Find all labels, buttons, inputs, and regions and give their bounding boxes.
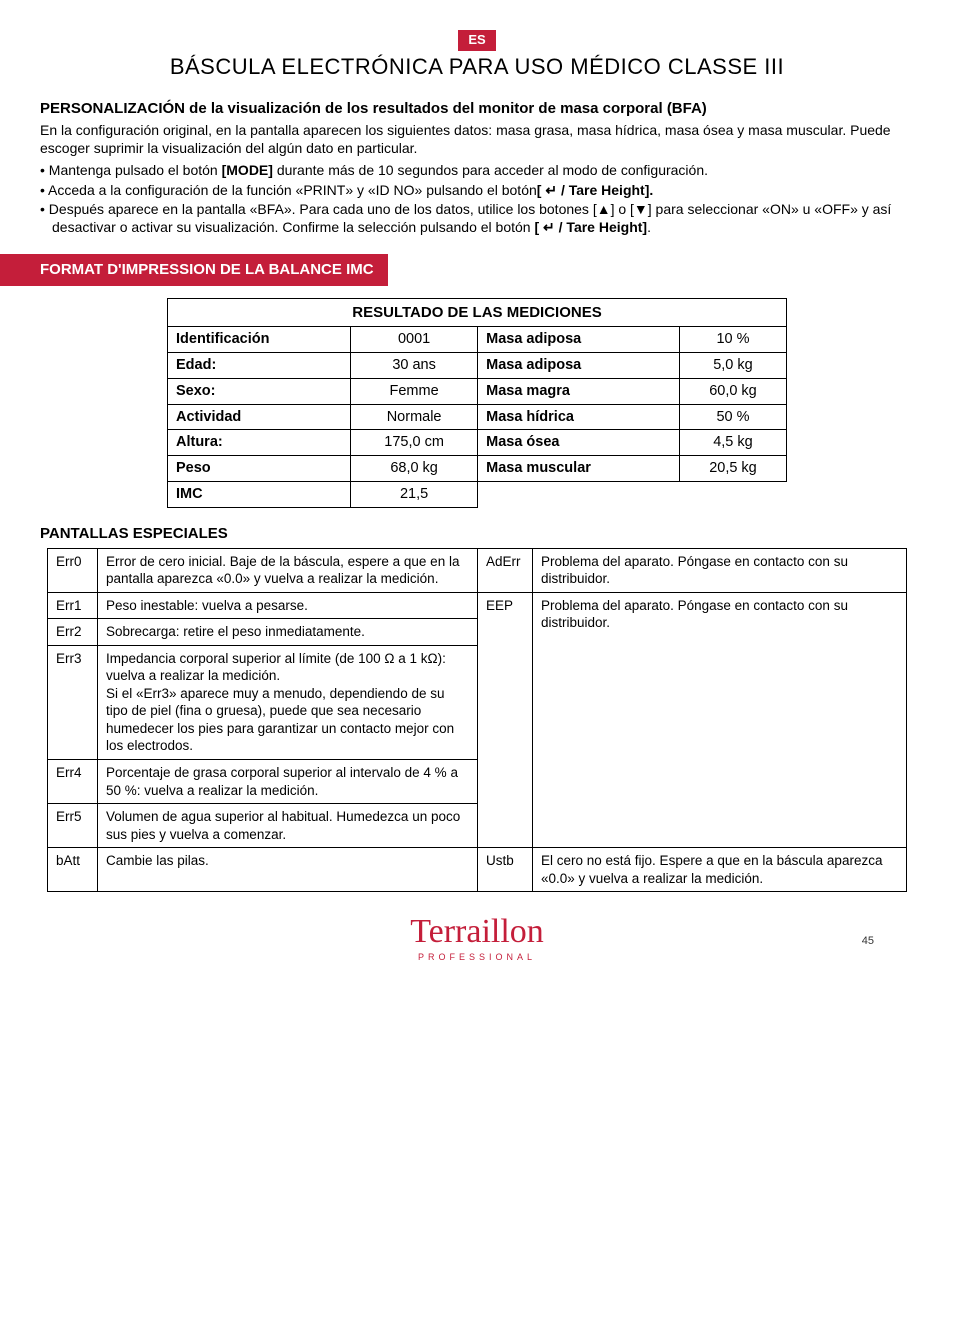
- table-row: Altura: 175,0 cm Masa ósea 4,5 kg: [168, 430, 787, 456]
- table-row: bAtt Cambie las pilas. Ustb El cero no e…: [48, 848, 907, 892]
- cell-value: 4,5 kg: [679, 430, 786, 456]
- error-code: bAtt: [48, 848, 98, 892]
- error-code: Err1: [48, 592, 98, 619]
- cell-label: Masa magra: [478, 378, 680, 404]
- cell-label: Actividad: [168, 404, 351, 430]
- cell-value: 10 %: [679, 327, 786, 353]
- text: durante más de 10 segundos para acceder …: [273, 162, 708, 178]
- table-row: Peso 68,0 kg Masa muscular 20,5 kg: [168, 456, 787, 482]
- page-title: BÁSCULA ELECTRÓNICA PARA USO MÉDICO CLAS…: [40, 53, 914, 82]
- cell-value: 68,0 kg: [351, 456, 478, 482]
- error-desc: Peso inestable: vuelva a pesarse.: [98, 592, 478, 619]
- section-heading-pantallas: PANTALLAS ESPECIALES: [40, 524, 914, 544]
- table-row: Actividad Normale Masa hídrica 50 %: [168, 404, 787, 430]
- cell-value: 21,5: [351, 482, 478, 508]
- language-badge: ES: [458, 30, 495, 51]
- error-desc: Volumen de agua superior al habitual. Hu…: [98, 804, 478, 848]
- cell-label: Identificación: [168, 327, 351, 353]
- cell-label: Sexo:: [168, 378, 351, 404]
- error-desc: Porcentaje de grasa corporal superior al…: [98, 759, 478, 803]
- list-item: Después aparece en la pantalla «BFA». Pa…: [40, 200, 914, 236]
- error-code: Ustb: [478, 848, 533, 892]
- cell-value: Femme: [351, 378, 478, 404]
- cell-label: Masa adiposa: [478, 352, 680, 378]
- cell-value: 0001: [351, 327, 478, 353]
- cell-value: Normale: [351, 404, 478, 430]
- error-desc: El cero no está fijo. Espere a que en la…: [533, 848, 907, 892]
- table-row: Err1 Peso inestable: vuelva a pesarse. E…: [48, 592, 907, 619]
- error-code: Err4: [48, 759, 98, 803]
- text: .: [647, 219, 651, 235]
- cell-label: Edad:: [168, 352, 351, 378]
- cell-label: Masa muscular: [478, 456, 680, 482]
- section-banner-format: FORMAT D'IMPRESSION DE LA BALANCE IMC: [0, 254, 388, 286]
- mode-button-label: [MODE]: [222, 162, 273, 178]
- error-desc: Problema del aparato. Póngase en contact…: [533, 548, 907, 592]
- error-code: Err0: [48, 548, 98, 592]
- error-desc: Problema del aparato. Póngase en contact…: [533, 592, 907, 848]
- table-row: Edad: 30 ans Masa adiposa 5,0 kg: [168, 352, 787, 378]
- error-code: Err3: [48, 645, 98, 759]
- list-item: Acceda a la configuración de la función …: [40, 181, 914, 199]
- intro-paragraph: En la configuración original, en la pant…: [40, 121, 914, 157]
- header: ES BÁSCULA ELECTRÓNICA PARA USO MÉDICO C…: [40, 30, 914, 81]
- error-desc: Impedancia corporal superior al límite (…: [98, 645, 478, 759]
- error-code: Err2: [48, 619, 98, 646]
- cell-label: Masa hídrica: [478, 404, 680, 430]
- cell-label: Peso: [168, 456, 351, 482]
- error-code: EEP: [478, 592, 533, 848]
- table-title: RESULTADO DE LAS MEDICIONES: [168, 298, 787, 327]
- table-row: Identificación 0001 Masa adiposa 10 %: [168, 327, 787, 353]
- mediciones-table: RESULTADO DE LAS MEDICIONES Identificaci…: [167, 298, 787, 508]
- cell-value: 30 ans: [351, 352, 478, 378]
- tare-height-label: [ ↵ / Tare Height].: [537, 182, 653, 198]
- cell-label: Masa adiposa: [478, 327, 680, 353]
- table-row: IMC 21,5: [168, 482, 787, 508]
- cell-label: Altura:: [168, 430, 351, 456]
- errors-table: Err0 Error de cero inicial. Baje de la b…: [47, 548, 907, 893]
- logo-subtext: PROFESSIONAL: [40, 952, 914, 964]
- cell-label: IMC: [168, 482, 351, 508]
- list-item: Mantenga pulsado el botón [MODE] durante…: [40, 161, 914, 179]
- page-number: 45: [862, 934, 874, 948]
- cell-value: 50 %: [679, 404, 786, 430]
- cell-value: 60,0 kg: [679, 378, 786, 404]
- table-row: Sexo: Femme Masa magra 60,0 kg: [168, 378, 787, 404]
- error-desc: Error de cero inicial. Baje de la báscul…: [98, 548, 478, 592]
- text: Mantenga pulsado el botón: [49, 162, 222, 178]
- cell-value: 20,5 kg: [679, 456, 786, 482]
- cell-label: Masa ósea: [478, 430, 680, 456]
- text: Después aparece en la pantalla «BFA». Pa…: [49, 201, 892, 235]
- error-desc: Cambie las pilas.: [98, 848, 478, 892]
- error-code: Err5: [48, 804, 98, 848]
- brand-logo: Terraillon PROFESSIONAL: [40, 910, 914, 964]
- table-row: Err0 Error de cero inicial. Baje de la b…: [48, 548, 907, 592]
- instruction-list: Mantenga pulsado el botón [MODE] durante…: [40, 161, 914, 236]
- tare-height-label: [ ↵ / Tare Height]: [534, 219, 647, 235]
- cell-value: 175,0 cm: [351, 430, 478, 456]
- text: Acceda a la configuración de la función …: [48, 182, 537, 198]
- logo-text: Terraillon: [40, 910, 914, 954]
- error-code: AdErr: [478, 548, 533, 592]
- section-heading-personalizacion: PERSONALIZACIÓN de la visualización de l…: [40, 99, 914, 119]
- cell-value: 5,0 kg: [679, 352, 786, 378]
- error-desc: Sobrecarga: retire el peso inmediatament…: [98, 619, 478, 646]
